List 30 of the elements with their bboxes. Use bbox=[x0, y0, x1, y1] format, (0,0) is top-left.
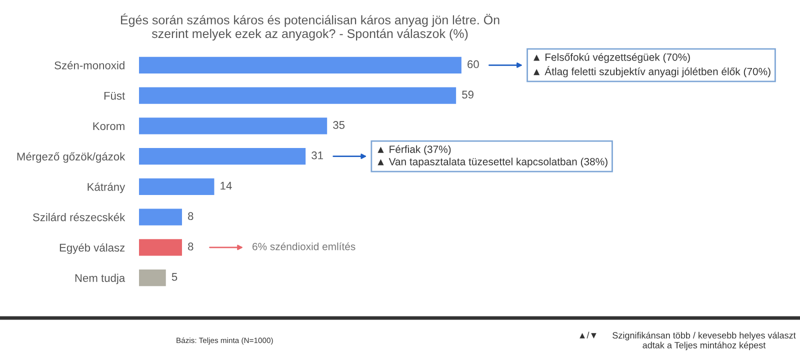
data-label: 35 bbox=[333, 121, 345, 129]
y-tick-label: Szén-monoxid bbox=[54, 61, 124, 70]
bar bbox=[139, 56, 462, 74]
data-label: 59 bbox=[462, 90, 474, 99]
data-label: 8 bbox=[188, 212, 194, 220]
bar bbox=[139, 178, 214, 196]
chart-title: Égés során számos káros és potenciálisan káros anyag jön létre. Ön szerint melyek ezek az anyagok? - Spontán válaszok (%) bbox=[121, 13, 500, 41]
data-label: 8 bbox=[188, 242, 194, 250]
bar bbox=[139, 148, 306, 165]
text: Szignifikánsan több / kevesebb helyes választ adtak a Teljes mintához képest bbox=[612, 332, 796, 350]
y-tick-label: Nem tudja bbox=[75, 274, 126, 284]
text: ▲/▼ bbox=[580, 332, 596, 338]
bar bbox=[139, 87, 456, 104]
y-tick-label: Kátrány bbox=[88, 182, 126, 194]
y-tick-label: Mérgező gőzök/gázok bbox=[17, 152, 126, 163]
bar bbox=[139, 269, 166, 286]
data-label: 60 bbox=[468, 60, 479, 68]
y-tick-label: Egyéb válasz bbox=[60, 243, 125, 254]
data-label: 14 bbox=[220, 182, 232, 190]
y-tick-label: Korom bbox=[93, 122, 124, 130]
annotation: 6% széndioxid említés bbox=[252, 242, 356, 250]
bar bbox=[139, 118, 328, 134]
data-label: 31 bbox=[312, 151, 323, 160]
annotation: ▲ Férfiak (37%) ▲ Van tapasztalata tüzesettel kapcsolatban (38%) bbox=[378, 145, 608, 168]
data-label: 5 bbox=[172, 273, 178, 281]
text: ▲ Felsőfokú végzettségüek (70%) ▲ Átlag feletti szubjektív anyagi jólétben élők (70%) bbox=[534, 53, 770, 78]
bar bbox=[139, 239, 182, 256]
y-tick-label: Füst bbox=[104, 92, 126, 100]
y-tick-label: Szilárd részecskék bbox=[33, 212, 126, 222]
bar bbox=[139, 208, 182, 226]
